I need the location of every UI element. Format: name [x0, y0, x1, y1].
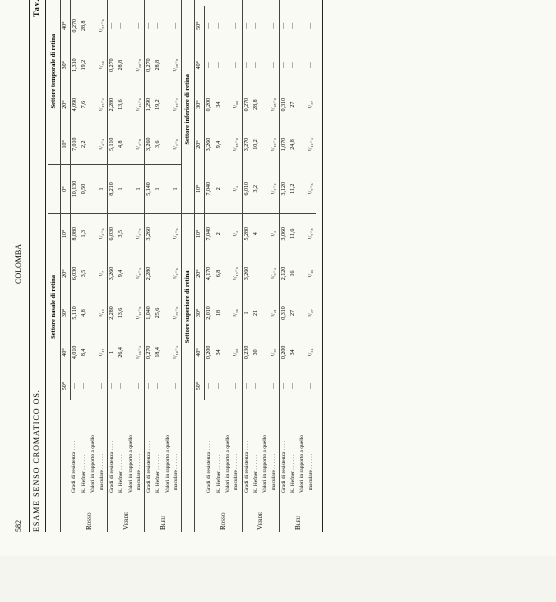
row-label: maculare . . . . . . — [270, 400, 280, 495]
row-label: K. Hefner . . . . . . — [289, 400, 298, 495]
degree-cell: 10° — [60, 124, 70, 165]
bottom-right-header: Settore inferiore di retina — [182, 6, 195, 213]
degree-cell: 30° — [60, 293, 70, 332]
row-label: maculare . . . . . . — [307, 400, 316, 495]
degree-cell: 50° — [60, 0, 70, 6]
color-bleu: Bleu — [145, 495, 182, 532]
color-bleu: Bleu — [279, 495, 316, 532]
degree-cell: 20° — [195, 254, 205, 293]
degree-cell: 40° — [60, 333, 70, 372]
color-verde: Verde — [242, 495, 279, 532]
row-label: Valori in rapporto a quello — [127, 400, 136, 495]
degree-cell: 0° — [60, 165, 70, 213]
exam-title: ESAME SENSO CROMATICO OS. — [32, 389, 41, 532]
color-rosso: Rosso — [70, 495, 107, 532]
row-label: Gradi di resistenza . . . . — [145, 400, 155, 495]
degree-cell: 50° — [60, 372, 70, 400]
row-label: Valori in rapporto a quello — [164, 400, 173, 495]
row-label: Valori in rapporto a quello — [89, 400, 98, 495]
row-label: Valori in rapporto a quello — [224, 400, 233, 495]
degree-cell: 50° — [195, 6, 205, 45]
page-header: 582 COLOMBA — [14, 0, 23, 532]
degree-cell: 20° — [195, 124, 205, 165]
tav-label: Tav. XVI — [32, 0, 41, 17]
degree-cell: 20° — [60, 85, 70, 124]
bottom-left-header: Settore superiore di retina — [182, 213, 195, 400]
degree-cell: 30° — [60, 45, 70, 84]
page-number: 582 — [14, 520, 23, 532]
row-label: Gradi di resistenza . . . . — [108, 400, 118, 495]
row-label: maculare . . . . . . — [135, 400, 145, 495]
degree-cell: 10° — [195, 213, 205, 254]
row-label: maculare . . . . . . — [172, 400, 182, 495]
row-label: maculare . . . . . . — [98, 400, 108, 495]
row-label: K. Hefner . . . . . . — [215, 400, 224, 495]
degree-cell: 50° — [195, 372, 205, 400]
top-table: Settore nasale di retina Settore tempora… — [48, 0, 316, 532]
color-verde: Verde — [108, 495, 145, 532]
degree-cell: 40° — [195, 333, 205, 372]
row-label: Gradi di resistenza . . . . — [205, 400, 215, 495]
row-label: K. Hefner . . . . . . — [117, 400, 126, 495]
row-label: K. Hefner . . . . . . — [80, 400, 89, 495]
row-label: Valori in rapporto a quello — [261, 400, 270, 495]
degree-cell: 10° — [195, 165, 205, 213]
degree-cell: 40° — [195, 45, 205, 84]
color-rosso: Rosso — [205, 495, 242, 532]
degree-cell: 10° — [60, 213, 70, 254]
top-right-header: Settore temporale di retina — [48, 0, 60, 165]
title-row: ESAME SENSO CROMATICO OS. Tav. XVI — [32, 0, 41, 532]
row-label: K. Hefner . . . . . . — [154, 400, 163, 495]
degree-cell: 30° — [195, 85, 205, 124]
top-left-header: Settore nasale di retina — [48, 213, 60, 400]
row-label: K. Hefner . . . . . . — [252, 400, 261, 495]
row-label: Gradi di resistenza . . . . — [242, 400, 252, 495]
row-label: maculare . . . . . . — [232, 400, 242, 495]
degree-cell: 30° — [195, 293, 205, 332]
row-label: Gradi di resistenza . . . . — [279, 400, 289, 495]
row-label: Valori in rapporto a quello — [298, 400, 307, 495]
degree-cell: 40° — [60, 6, 70, 45]
author-name: COLOMBA — [14, 244, 23, 284]
row-label: Gradi di resistenza . . . . — [70, 400, 80, 495]
degree-cell: 20° — [60, 254, 70, 293]
